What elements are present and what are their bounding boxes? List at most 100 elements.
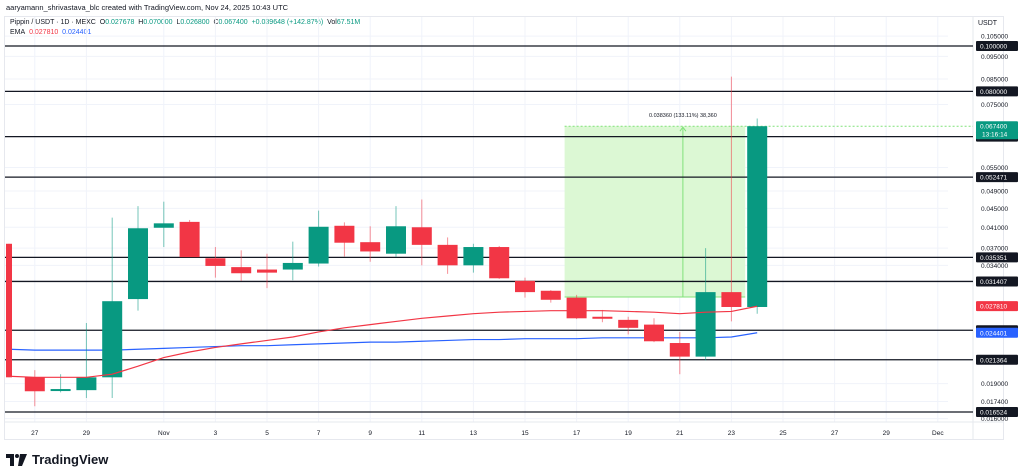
candle[interactable] xyxy=(721,76,742,322)
candle[interactable] xyxy=(618,316,639,335)
ohlc-row: Pippin / USDT · 1D · MEXC O0.027678 H0.0… xyxy=(10,19,361,26)
tradingview-logo[interactable]: TradingView xyxy=(6,452,108,467)
time-tick-label: 3 xyxy=(214,430,218,437)
measure-range-box[interactable] xyxy=(564,126,746,297)
ema-slow-value: 0.024401 xyxy=(62,29,92,36)
candle[interactable] xyxy=(24,370,45,407)
time-tick-label: 29 xyxy=(83,430,91,437)
chart-credit: aaryamann_shrivastava_blc created with T… xyxy=(6,3,289,12)
candle[interactable] xyxy=(695,248,716,361)
time-tick-label: 11 xyxy=(418,430,425,437)
time-tick-label: 7 xyxy=(317,430,321,437)
time-tick-label: 27 xyxy=(831,430,839,437)
open-value: 0.027678 xyxy=(105,19,135,26)
chart-frame xyxy=(4,16,1004,440)
candle[interactable] xyxy=(360,226,381,262)
current-price-tag-text: 0.024401 xyxy=(980,330,1007,337)
tradingview-logo-icon xyxy=(6,453,27,466)
candle[interactable] xyxy=(386,206,406,258)
currency-label[interactable]: USDT xyxy=(978,20,998,27)
ema-label[interactable]: EMA xyxy=(10,29,26,36)
measure-arrow-head-icon xyxy=(679,126,687,132)
candle[interactable] xyxy=(6,243,12,378)
candle[interactable] xyxy=(257,253,277,289)
price-tick-label: 0.045000 xyxy=(981,206,1008,213)
current-price-tag-text: 0.027810 xyxy=(980,304,1007,311)
candle[interactable] xyxy=(231,250,252,281)
price-tick-label: 0.055000 xyxy=(981,165,1008,172)
price-tick-label: 0.041000 xyxy=(981,225,1008,232)
price-tick-label: 0.017400 xyxy=(981,399,1008,406)
level-price-tag xyxy=(976,354,1018,365)
time-tick-label: Nov xyxy=(158,430,170,437)
candle[interactable] xyxy=(411,199,432,266)
level-price-tag xyxy=(976,172,1018,183)
high-value: 0.070000 xyxy=(143,19,173,26)
level-price-tag xyxy=(976,252,1018,263)
candle[interactable] xyxy=(644,318,664,343)
price-tick-label: 0.034000 xyxy=(981,263,1008,270)
candle[interactable] xyxy=(76,323,97,399)
level-price-tag-text: 0.031407 xyxy=(980,279,1007,286)
candle[interactable] xyxy=(334,222,355,257)
candle[interactable] xyxy=(540,290,561,303)
low-value: 0.026800 xyxy=(180,19,210,26)
level-price-tag xyxy=(976,86,1018,97)
candle[interactable] xyxy=(153,201,174,248)
current-price-tag xyxy=(976,327,1018,338)
level-price-tag-text: 0.080000 xyxy=(980,89,1007,96)
level-price-tag-text: 0.100000 xyxy=(980,44,1007,51)
measure-label: 0.038360 (133.11%) 38,360 xyxy=(649,113,717,119)
price-tick-label: 0.049000 xyxy=(981,189,1008,196)
ema-fast-line[interactable] xyxy=(8,305,758,378)
current-price-tag xyxy=(976,121,1018,140)
time-tick-label: 21 xyxy=(676,430,684,437)
candle[interactable] xyxy=(102,217,123,399)
level-price-tag-text: 0.016524 xyxy=(980,410,1007,417)
symbol-label[interactable]: Pippin / USDT · 1D · MEXC xyxy=(10,19,96,26)
price-tick-label: 0.016000 xyxy=(981,416,1008,423)
candle[interactable] xyxy=(437,237,458,274)
candle[interactable] xyxy=(566,294,587,320)
level-price-tag xyxy=(976,276,1018,287)
level-price-tag xyxy=(976,407,1018,418)
time-tick-label: Dec xyxy=(932,430,944,437)
ema-row: EMA 0.027810 0.024401 xyxy=(10,28,360,38)
price-tick-label: 0.037000 xyxy=(981,246,1008,253)
ema-slow-line[interactable] xyxy=(8,332,758,351)
level-price-tag-text: 0.052471 xyxy=(980,175,1007,182)
time-tick-label: 9 xyxy=(368,430,372,437)
level-price-tag xyxy=(976,41,1018,51)
close-value: 0.067400 xyxy=(218,19,248,26)
time-tick-label: 17 xyxy=(573,430,581,437)
time-tick-label: 27 xyxy=(31,430,39,437)
countdown-text: 13:16:14 xyxy=(982,132,1008,139)
current-price-tag xyxy=(976,301,1018,312)
time-tick-label: 15 xyxy=(521,430,529,437)
current-price-tag-text: 0.067400 xyxy=(980,124,1007,131)
candle[interactable] xyxy=(128,206,148,311)
time-tick-label: 5 xyxy=(265,430,269,437)
candle[interactable] xyxy=(669,331,690,375)
candle[interactable] xyxy=(747,118,768,314)
ema-fast-value: 0.027810 xyxy=(29,29,59,36)
price-tick-label: 0.095000 xyxy=(981,54,1008,61)
brand-name: TradingView xyxy=(32,452,109,467)
volume-value: 67.51M xyxy=(336,19,361,26)
candle[interactable] xyxy=(489,245,510,279)
time-tick-label: 29 xyxy=(883,430,891,437)
candle[interactable] xyxy=(179,219,200,258)
candle[interactable] xyxy=(515,277,535,298)
price-tick-label: 0.075000 xyxy=(981,102,1008,109)
candle[interactable] xyxy=(592,309,613,323)
candle[interactable] xyxy=(463,243,484,273)
candle[interactable] xyxy=(308,210,329,267)
candle[interactable] xyxy=(282,241,303,281)
price-tick-label: 0.019000 xyxy=(981,381,1008,388)
chart-legend: Pippin / USDT · 1D · MEXC O0.027678 H0.0… xyxy=(10,18,360,38)
level-price-tag-text: 0.035351 xyxy=(980,255,1007,262)
time-tick-label: 25 xyxy=(779,430,787,437)
candle[interactable] xyxy=(205,247,226,278)
time-tick-label: 19 xyxy=(625,430,633,437)
